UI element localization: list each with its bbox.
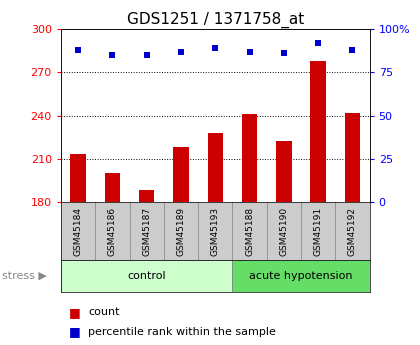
Point: [109, 52, 116, 58]
Bar: [70, 155, 86, 202]
Text: GSM45187: GSM45187: [142, 207, 151, 256]
Bar: [207, 133, 223, 202]
Point: [281, 51, 287, 56]
Point: [212, 46, 219, 51]
Point: [315, 40, 322, 46]
Bar: [310, 61, 326, 202]
Bar: [232, 260, 370, 292]
Text: ■: ■: [69, 306, 81, 319]
Text: GSM45191: GSM45191: [314, 207, 323, 256]
Text: count: count: [88, 307, 120, 317]
Text: GSM45189: GSM45189: [176, 207, 186, 256]
Text: acute hypotension: acute hypotension: [249, 271, 353, 281]
Text: GSM45192: GSM45192: [348, 207, 357, 256]
Text: GSM45186: GSM45186: [108, 207, 117, 256]
Text: GSM45193: GSM45193: [211, 207, 220, 256]
Text: stress ▶: stress ▶: [2, 271, 47, 281]
Text: GSM45184: GSM45184: [74, 207, 83, 256]
Text: percentile rank within the sample: percentile rank within the sample: [88, 327, 276, 337]
Title: GDS1251 / 1371758_at: GDS1251 / 1371758_at: [126, 12, 304, 28]
Bar: [105, 173, 120, 202]
Bar: [139, 190, 155, 202]
Point: [349, 47, 356, 53]
Point: [75, 47, 81, 53]
Text: GSM45190: GSM45190: [279, 207, 289, 256]
Point: [143, 52, 150, 58]
Bar: [173, 147, 189, 202]
Point: [246, 49, 253, 55]
Text: GSM45188: GSM45188: [245, 207, 254, 256]
Bar: [242, 114, 257, 202]
Text: control: control: [127, 271, 166, 281]
Text: ■: ■: [69, 325, 81, 338]
Point: [178, 49, 184, 55]
Bar: [61, 260, 232, 292]
Bar: [276, 141, 291, 202]
Bar: [345, 113, 360, 202]
